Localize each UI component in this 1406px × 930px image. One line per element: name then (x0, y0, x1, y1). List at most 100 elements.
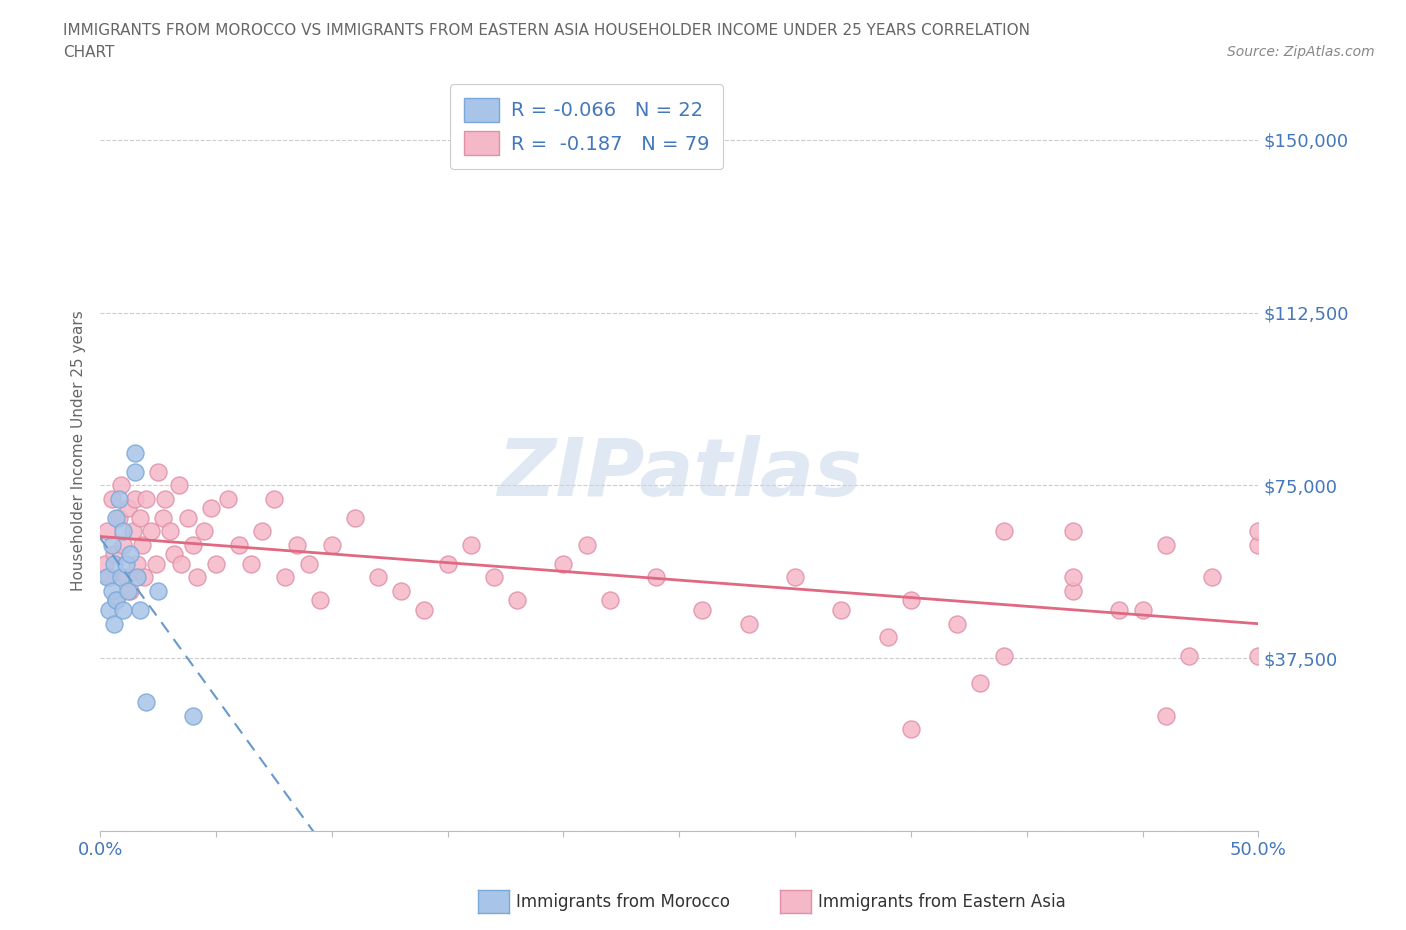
Text: Source: ZipAtlas.com: Source: ZipAtlas.com (1227, 45, 1375, 59)
Point (506, 593, 529, 608)
Point (460, 538, 482, 552)
Point (785, 570, 807, 585)
Point (98, 603, 121, 618)
Point (103, 556, 125, 571)
Point (107, 492, 129, 507)
Point (969, 676, 991, 691)
Point (124, 445, 146, 460)
Point (367, 570, 389, 585)
Point (135, 695, 157, 710)
Point (1062, 584, 1084, 599)
Point (107, 511, 129, 525)
Point (181, 708, 204, 723)
Point (100, 492, 122, 507)
Point (900, 593, 922, 608)
Text: CHART: CHART (63, 45, 115, 60)
Point (103, 616, 125, 631)
Point (309, 593, 332, 608)
Point (553, 556, 575, 571)
Point (110, 570, 132, 585)
Point (105, 593, 128, 608)
Point (298, 556, 321, 571)
Point (1154, 708, 1177, 723)
Point (110, 478, 132, 493)
Point (645, 570, 668, 585)
Point (993, 648, 1015, 663)
Point (1108, 603, 1130, 618)
Point (114, 556, 136, 571)
Point (145, 556, 167, 571)
Point (103, 547, 125, 562)
Point (186, 570, 208, 585)
Point (121, 524, 143, 538)
Point (1062, 524, 1084, 538)
Point (127, 570, 149, 585)
Point (1247, 648, 1270, 663)
Point (285, 538, 308, 552)
Point (114, 570, 136, 585)
Point (177, 511, 200, 525)
Point (321, 538, 343, 552)
Point (170, 556, 193, 571)
Point (94, 556, 117, 571)
Point (1247, 524, 1270, 538)
Point (105, 593, 128, 608)
Point (217, 492, 239, 507)
Point (252, 524, 274, 538)
Point (120, 547, 142, 562)
Point (482, 570, 505, 585)
Text: Immigrants from Morocco: Immigrants from Morocco (516, 893, 730, 911)
Text: IMMIGRANTS FROM MOROCCO VS IMMIGRANTS FROM EASTERN ASIA HOUSEHOLDER INCOME UNDER: IMMIGRANTS FROM MOROCCO VS IMMIGRANTS FR… (63, 23, 1031, 38)
Point (1154, 538, 1177, 552)
Point (117, 584, 139, 599)
Point (98, 570, 121, 585)
Point (152, 511, 174, 525)
Point (1201, 570, 1223, 585)
Point (228, 538, 250, 552)
Point (575, 538, 598, 552)
Point (413, 603, 436, 618)
Point (738, 616, 761, 631)
Text: ZIPatlas: ZIPatlas (496, 434, 862, 512)
Point (900, 722, 922, 737)
Point (993, 524, 1015, 538)
Point (100, 584, 122, 599)
Point (96, 524, 118, 538)
Point (128, 603, 150, 618)
Point (120, 584, 142, 599)
Point (139, 524, 162, 538)
Point (117, 501, 139, 516)
Point (274, 570, 297, 585)
Point (263, 492, 285, 507)
Point (128, 511, 150, 525)
Point (163, 547, 186, 562)
Point (946, 616, 969, 631)
Point (146, 584, 169, 599)
Point (112, 538, 135, 552)
Point (134, 570, 156, 585)
Point (1247, 538, 1270, 552)
Point (96, 570, 118, 585)
Point (692, 603, 714, 618)
Point (830, 603, 852, 618)
Point (239, 556, 262, 571)
Point (1132, 603, 1154, 618)
Text: Immigrants from Eastern Asia: Immigrants from Eastern Asia (818, 893, 1066, 911)
Point (153, 492, 176, 507)
Point (127, 556, 149, 571)
Point (1062, 570, 1084, 585)
Point (876, 630, 898, 644)
Point (343, 511, 366, 525)
Point (1178, 648, 1201, 663)
Point (205, 556, 228, 571)
Point (112, 603, 135, 618)
Point (599, 593, 621, 608)
Point (193, 524, 215, 538)
Point (159, 524, 181, 538)
Point (146, 464, 169, 479)
Point (124, 464, 146, 479)
Point (167, 478, 190, 493)
Y-axis label: Householder Income Under 25 years: Householder Income Under 25 years (72, 311, 86, 591)
Point (131, 538, 153, 552)
Point (436, 556, 458, 571)
